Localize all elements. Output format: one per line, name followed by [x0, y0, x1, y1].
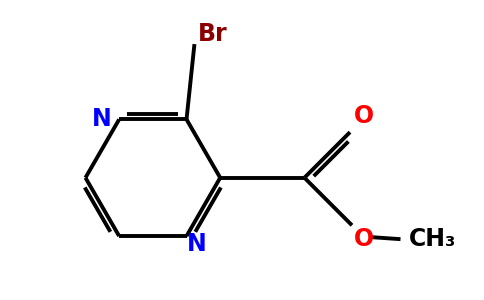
Text: CH₃: CH₃: [408, 227, 456, 251]
Text: Br: Br: [197, 22, 227, 46]
Text: O: O: [354, 104, 374, 128]
Text: N: N: [186, 232, 206, 256]
Text: N: N: [91, 107, 111, 131]
Text: O: O: [354, 227, 374, 251]
